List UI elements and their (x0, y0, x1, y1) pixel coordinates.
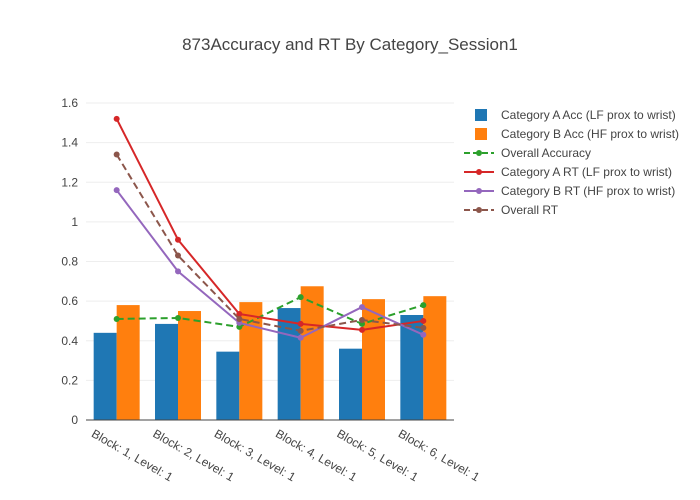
legend-marker (476, 150, 482, 156)
bar (216, 351, 240, 420)
data-point (113, 187, 120, 194)
bar (277, 308, 301, 420)
data-point (420, 324, 427, 331)
y-tick-label: 1 (71, 215, 78, 229)
legend-label: Overall Accuracy (501, 146, 591, 160)
bars-group (93, 286, 447, 420)
data-point (175, 252, 181, 259)
lines-group (113, 115, 427, 341)
data-point (420, 331, 427, 338)
legend-label: Overall RT (501, 203, 559, 217)
series-line (115, 118, 424, 331)
data-point (113, 115, 120, 122)
data-point (113, 315, 120, 322)
data-point (297, 294, 304, 301)
chart-title: 873Accuracy and RT By Category_Session1 (182, 35, 518, 54)
legend-swatch (475, 128, 487, 140)
y-tick-label: 0.4 (61, 334, 78, 348)
series-line (115, 189, 424, 339)
legend-marker (476, 188, 482, 194)
data-point (236, 311, 243, 318)
legend-label: Category A RT (LF prox to wrist) (501, 165, 672, 179)
data-point (420, 317, 427, 324)
y-tick-label: 0.8 (61, 255, 78, 269)
y-tick-label: 0.2 (61, 373, 78, 387)
y-tick-label: 1.6 (61, 96, 78, 110)
data-point (113, 151, 120, 158)
legend-label: Category A Acc (LF prox to wrist) (501, 108, 676, 122)
data-point (359, 316, 365, 323)
series-line (115, 153, 424, 332)
bar (178, 311, 201, 420)
bar (339, 348, 362, 420)
data-point (297, 320, 304, 327)
legend-marker (476, 207, 482, 213)
legend: Category A Acc (LF prox to wrist) Categor… (464, 108, 679, 217)
bar (116, 305, 140, 420)
bar (155, 323, 178, 420)
bar (423, 296, 447, 420)
data-point (297, 334, 304, 341)
data-point (297, 327, 304, 334)
gridlines (86, 102, 454, 381)
legend-swatch (475, 109, 487, 121)
legend-label: Category B Acc (HF prox to wrist) (501, 127, 679, 141)
legend-label: Category B RT (HF prox to wrist) (501, 184, 675, 198)
data-point (359, 304, 365, 311)
bar (300, 286, 324, 420)
bar (93, 332, 117, 420)
data-point (236, 315, 243, 322)
data-point (175, 314, 181, 321)
data-point (175, 236, 181, 243)
data-point (420, 302, 427, 309)
y-tick-label: 1.2 (61, 175, 78, 189)
y-tick-label: 1.4 (61, 136, 78, 150)
data-point (175, 268, 181, 275)
legend-marker (476, 169, 482, 175)
y-tick-label: 0 (71, 413, 78, 427)
bar (239, 302, 263, 420)
data-point (359, 326, 365, 333)
y-tick-label: 0.6 (61, 294, 78, 308)
bar (400, 314, 424, 420)
